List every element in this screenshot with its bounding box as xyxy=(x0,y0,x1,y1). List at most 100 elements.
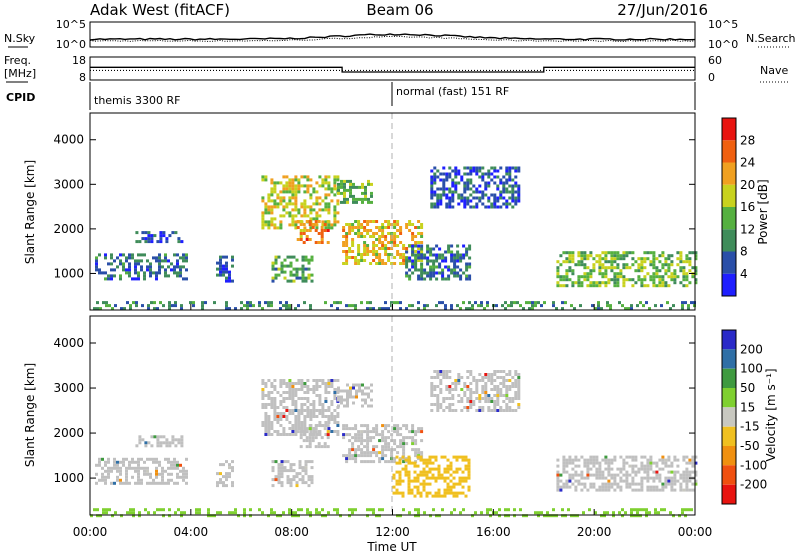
heatmap-cell xyxy=(113,457,116,461)
heatmap-cell xyxy=(630,304,633,308)
heatmap-cell xyxy=(267,391,271,394)
heatmap-cell xyxy=(613,482,617,486)
heatmap-cell xyxy=(652,485,656,489)
heatmap-cell xyxy=(288,412,292,415)
heatmap-cell xyxy=(579,304,582,308)
heatmap-cell xyxy=(324,421,328,424)
heatmap-cell xyxy=(143,277,146,281)
heatmap-cell xyxy=(267,427,271,430)
heatmap-cell xyxy=(285,184,289,188)
heatmap-cell xyxy=(481,178,485,182)
heatmap-cell xyxy=(291,511,294,515)
heatmap-cell xyxy=(363,454,367,458)
heatmap-cell xyxy=(343,191,346,195)
heatmap-cell xyxy=(270,400,274,403)
heatmap-cell xyxy=(330,190,334,194)
heatmap-cell xyxy=(517,196,521,200)
heatmap-cell xyxy=(273,403,277,406)
heatmap-cell xyxy=(216,472,219,476)
x-tick-label: 20:00 xyxy=(577,525,612,539)
colorbar-swatch xyxy=(722,162,736,185)
heatmap-cell xyxy=(438,301,441,305)
heatmap-cell xyxy=(320,226,324,229)
heatmap-cell xyxy=(155,472,158,476)
heatmap-cell xyxy=(670,488,674,492)
heatmap-cell xyxy=(417,250,421,254)
heatmap-cell xyxy=(586,284,590,288)
heatmap-cell xyxy=(125,478,128,482)
heatmap-cell xyxy=(312,187,316,191)
heatmap-cell xyxy=(346,389,349,393)
heatmap-cell xyxy=(631,470,635,474)
heatmap-cell xyxy=(375,220,379,223)
heatmap-cell xyxy=(324,196,328,200)
heatmap-cell xyxy=(441,274,445,278)
heatmap-cell xyxy=(99,514,102,518)
heatmap-cell xyxy=(604,257,608,261)
heatmap-cell xyxy=(291,178,295,182)
heatmap-cell xyxy=(505,388,509,391)
heatmap-cell xyxy=(404,473,408,477)
heatmap-cell xyxy=(493,379,497,382)
heatmap-cell xyxy=(399,307,402,311)
heatmap-cell xyxy=(285,211,289,215)
heatmap-cell xyxy=(420,451,424,455)
heatmap-cell xyxy=(135,240,139,244)
heatmap-cell xyxy=(396,250,400,253)
heatmap-cell xyxy=(159,231,163,235)
heatmap-cell xyxy=(96,514,99,518)
heatmap-cell xyxy=(291,385,295,388)
heatmap-cell xyxy=(443,467,447,471)
heatmap-cell xyxy=(511,397,515,400)
heatmap-cell xyxy=(309,205,313,209)
heatmap-cell xyxy=(607,461,611,465)
heatmap-cell xyxy=(423,271,427,275)
heatmap-cell xyxy=(580,488,584,492)
heatmap-cell xyxy=(372,244,376,247)
heatmap-cell xyxy=(280,261,284,265)
heatmap-cell xyxy=(543,514,546,518)
heatmap-cell xyxy=(407,470,411,474)
heatmap-cell xyxy=(517,169,521,173)
heatmap-cell xyxy=(422,482,426,486)
heatmap-cell xyxy=(454,190,458,194)
heatmap-cell xyxy=(443,455,447,459)
heatmap-cell xyxy=(231,469,234,473)
heatmap-cell xyxy=(351,304,354,308)
heatmap-cell xyxy=(428,476,432,480)
heatmap-cell xyxy=(661,281,665,285)
heatmap-cell xyxy=(182,475,185,479)
heatmap-cell xyxy=(417,244,421,248)
heatmap-cell xyxy=(261,391,265,394)
heatmap-cell xyxy=(173,253,176,257)
heatmap-cell xyxy=(571,476,575,480)
heatmap-cell xyxy=(102,511,105,515)
heatmap-cell xyxy=(419,494,423,498)
heatmap-cell xyxy=(113,466,116,470)
heatmap-cell xyxy=(496,205,500,209)
heatmap-cell xyxy=(231,481,234,485)
heatmap-cell xyxy=(95,265,98,269)
heatmap-cell xyxy=(487,196,491,200)
heatmap-cell xyxy=(583,263,587,267)
heatmap-cell xyxy=(432,268,436,272)
heatmap-cell xyxy=(556,266,560,270)
heatmap-cell xyxy=(303,184,307,188)
heatmap-cell xyxy=(592,263,596,267)
heatmap-cell xyxy=(676,464,680,468)
velocity-ylabel: Slant Range [km] xyxy=(23,363,37,467)
heatmap-cell xyxy=(448,175,452,179)
heatmap-cell xyxy=(180,514,183,518)
heatmap-cell xyxy=(616,254,620,258)
heatmap-cell xyxy=(312,409,316,412)
heatmap-cell xyxy=(321,412,325,415)
heatmap-cell xyxy=(323,223,327,226)
heatmap-cell xyxy=(469,166,473,170)
heatmap-cell xyxy=(279,190,283,194)
heatmap-cell xyxy=(459,277,463,281)
heatmap-cell xyxy=(122,481,125,485)
heatmap-cell xyxy=(442,187,446,191)
heatmap-cell xyxy=(98,460,101,464)
heatmap-cell xyxy=(342,226,346,229)
heatmap-cell xyxy=(156,435,160,439)
